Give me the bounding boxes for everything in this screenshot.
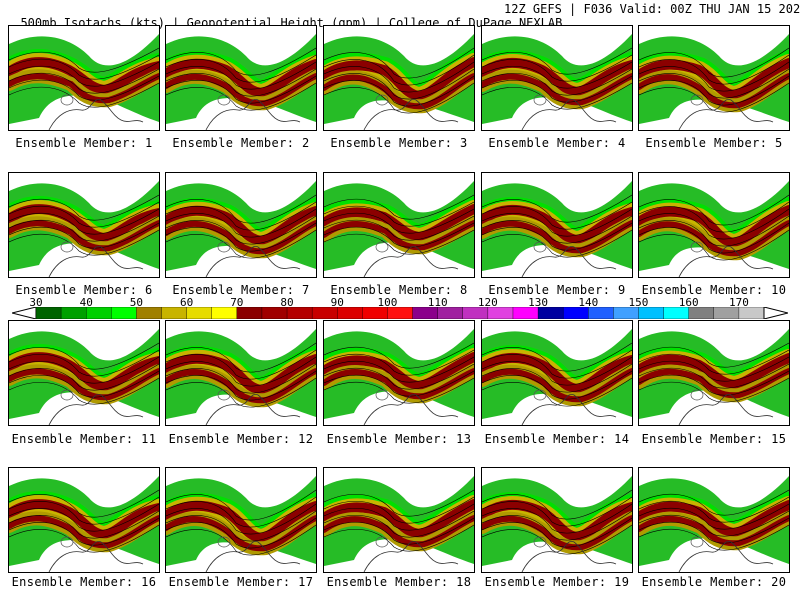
ensemble-map-panel <box>8 320 160 426</box>
ensemble-map-panel <box>8 467 160 573</box>
colorbar-tick-label: 160 <box>678 296 699 309</box>
colorbar-tick-label: 110 <box>427 296 448 309</box>
ensemble-map-panel <box>8 25 160 131</box>
ensemble-member-label: Ensemble Member: 16 <box>11 575 157 589</box>
colorbar-tick-label: 170 <box>728 296 749 309</box>
isotach-map <box>482 181 632 277</box>
isotach-map <box>324 181 474 277</box>
colorbar-tick-label: 70 <box>230 296 244 309</box>
ensemble-member-label: Ensemble Member: 19 <box>484 575 630 589</box>
isotach-map <box>9 476 159 572</box>
ensemble-member-label: Ensemble Member: 11 <box>11 432 157 446</box>
colorbar-right-arrow <box>763 307 788 319</box>
ensemble-map-panel <box>638 172 790 278</box>
isotach-map <box>482 329 632 425</box>
ensemble-member-label: Ensemble Member: 3 <box>330 136 468 150</box>
isotach-map <box>482 476 632 572</box>
ensemble-member-label: Ensemble Member: 17 <box>168 575 314 589</box>
colorbar-tick-label: 50 <box>129 296 144 309</box>
colorbar-tick-label: 60 <box>179 296 194 309</box>
isotach-map <box>324 34 474 130</box>
ensemble-map-panel <box>481 172 633 278</box>
isotach-map <box>639 181 789 277</box>
isotach-map <box>9 181 159 277</box>
ensemble-member-label: Ensemble Member: 9 <box>488 283 626 297</box>
colorbar-tick-label: 80 <box>280 296 294 309</box>
ensemble-map-panel <box>323 320 475 426</box>
ensemble-map-panel <box>638 467 790 573</box>
speed-colorbar <box>12 307 788 319</box>
run-info: 12Z GEFS | F036 Valid: 00Z THU JAN 15 20… <box>504 2 800 16</box>
isotach-map <box>639 329 789 425</box>
ensemble-member-label: Ensemble Member: 2 <box>172 136 310 150</box>
isotach-map <box>166 181 316 277</box>
isotach-map <box>639 34 789 130</box>
ensemble-map-panel <box>638 320 790 426</box>
ensemble-member-label: Ensemble Member: 6 <box>15 283 153 297</box>
ensemble-map-panel <box>323 172 475 278</box>
ensemble-member-label: Ensemble Member: 5 <box>645 136 783 150</box>
ensemble-member-label: Ensemble Member: 8 <box>330 283 468 297</box>
colorbar-tick-label: 40 <box>79 296 93 309</box>
isotach-map <box>482 34 632 130</box>
ensemble-member-label: Ensemble Member: 7 <box>172 283 310 297</box>
colorbar-tick-label: 30 <box>29 296 43 309</box>
colorbar-tick-label: 130 <box>528 296 548 309</box>
ensemble-map-panel <box>165 320 317 426</box>
colorbar-tick-label: 100 <box>377 296 398 309</box>
ensemble-map-panel <box>165 467 317 573</box>
ensemble-member-label: Ensemble Member: 10 <box>641 283 787 297</box>
isotach-map <box>9 34 159 130</box>
isotach-map <box>166 34 316 130</box>
ensemble-member-label: Ensemble Member: 12 <box>168 432 314 446</box>
ensemble-map-panel <box>481 467 633 573</box>
ensemble-map-panel <box>323 25 475 131</box>
colorbar-labels: 30 40 50 60 70 80 90 100 110 120 130 140 150 160 170 <box>0 296 800 309</box>
ensemble-map-panel <box>638 25 790 131</box>
ensemble-member-label: Ensemble Member: 1 <box>15 136 153 150</box>
isotach-map <box>324 476 474 572</box>
isotach-map <box>9 329 159 425</box>
ensemble-member-label: Ensemble Member: 20 <box>641 575 787 589</box>
ensemble-member-label: Ensemble Member: 4 <box>488 136 626 150</box>
isotach-map <box>639 476 789 572</box>
ensemble-map-panel <box>165 25 317 131</box>
colorbar-tick-label: 140 <box>578 296 599 309</box>
colorbar-tick-label: 120 <box>477 296 498 309</box>
isotach-map <box>166 329 316 425</box>
isotach-map <box>166 476 316 572</box>
ensemble-member-label: Ensemble Member: 13 <box>326 432 472 446</box>
ensemble-member-label: Ensemble Member: 18 <box>326 575 472 589</box>
colorbar-tick-label: 90 <box>330 296 344 309</box>
ensemble-map-panel <box>8 172 160 278</box>
ensemble-map-panel <box>323 467 475 573</box>
ensemble-map-panel <box>481 320 633 426</box>
ensemble-member-label: Ensemble Member: 15 <box>641 432 787 446</box>
colorbar-tick-label: 150 <box>628 296 649 309</box>
isotach-map <box>324 329 474 425</box>
ensemble-member-label: Ensemble Member: 14 <box>484 432 630 446</box>
ensemble-map-panel <box>165 172 317 278</box>
ensemble-map-panel <box>481 25 633 131</box>
